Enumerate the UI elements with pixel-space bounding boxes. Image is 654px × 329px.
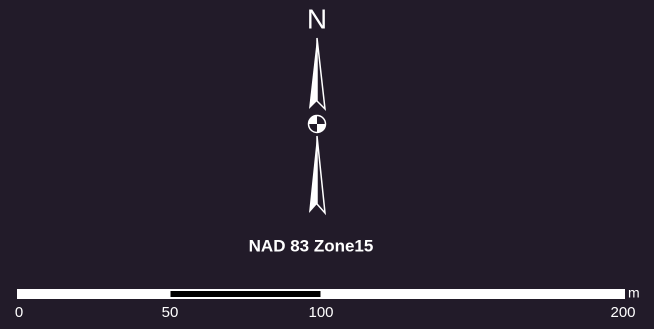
projection-label: NAD 83 Zone15 — [249, 236, 374, 255]
background — [0, 0, 654, 329]
north-label: N — [307, 3, 327, 34]
scale-tick-label: 50 — [162, 304, 179, 321]
scale-tick-label: 100 — [308, 304, 333, 321]
scale-segment — [19, 291, 170, 297]
scale-tick-label: 0 — [15, 304, 23, 321]
scale-unit: m — [628, 285, 640, 301]
map-element: N NAD 83 Zone15 0 50 100 200 m — [0, 0, 654, 329]
scale-tick-label: 200 — [610, 304, 635, 321]
scale-segment — [321, 291, 623, 297]
scale-segment — [170, 291, 321, 297]
